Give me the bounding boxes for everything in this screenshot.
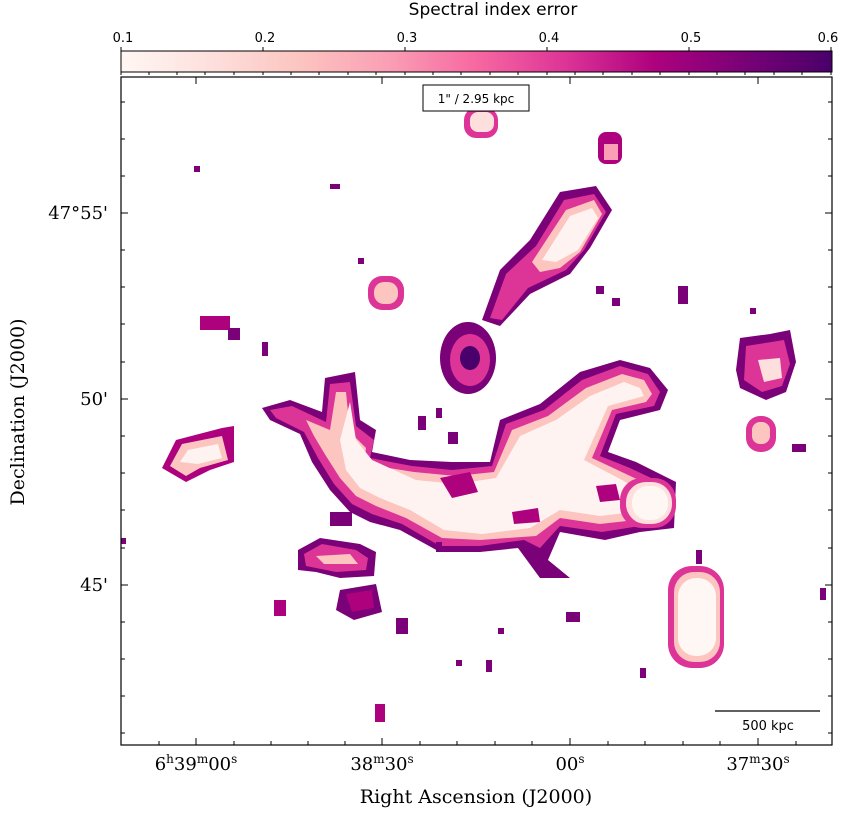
colorbar-tick-label: 0.5 xyxy=(681,31,702,46)
scale-bar-label: 500 kpc xyxy=(742,719,794,734)
x-tick-labels: 6h39m00s 38m30s 00s 37m30s xyxy=(155,752,790,775)
colorbar-ticks xyxy=(120,47,832,75)
colorbar-tick-label: 0.3 xyxy=(397,31,418,46)
colorbar-tick-label: 0.6 xyxy=(818,31,839,46)
y-tick-label: 50' xyxy=(80,389,108,410)
blob xyxy=(162,426,234,482)
blob xyxy=(298,538,376,578)
y-axis-label: Declination (J2000) xyxy=(7,318,29,505)
colorbar-tick-label: 0.1 xyxy=(113,31,134,46)
axis-minor-ticks xyxy=(121,101,832,745)
blob xyxy=(200,316,240,340)
ne-jet xyxy=(482,186,612,326)
x-tick-label: 00s xyxy=(555,752,584,775)
y-tick-label: 47°55' xyxy=(48,203,108,224)
blob xyxy=(598,132,622,164)
emission-map xyxy=(121,108,826,722)
colorbar-title: Spectral index error xyxy=(409,0,578,20)
blob xyxy=(668,566,724,668)
blob xyxy=(736,330,796,400)
plot-area xyxy=(121,77,832,745)
colorbar-tick-label: 0.4 xyxy=(539,31,560,46)
colorbar xyxy=(120,50,833,73)
dark-blob xyxy=(440,322,496,394)
beam-label-box xyxy=(422,84,530,112)
blob xyxy=(274,512,408,722)
blob xyxy=(620,478,676,528)
main-source xyxy=(262,360,676,578)
x-tick-label: 38m30s xyxy=(350,752,413,775)
x-tick-label: 37m30s xyxy=(726,752,789,775)
axis-ticks xyxy=(121,77,832,745)
blob xyxy=(746,416,776,452)
y-tick-label: 45' xyxy=(80,575,108,596)
colorbar-tick-labels: 0.1 0.2 0.3 0.4 0.5 0.6 xyxy=(113,31,839,46)
blob xyxy=(368,276,404,310)
x-axis-label: Right Ascension (J2000) xyxy=(360,786,592,808)
blob xyxy=(336,584,382,620)
scattered-pixels xyxy=(121,166,826,678)
blob xyxy=(464,108,498,138)
x-tick-label: 6h39m00s xyxy=(155,752,238,775)
plot-frame xyxy=(120,76,833,746)
y-tick-labels: 47°55' 50' 45' xyxy=(48,203,108,596)
beam-label: 1" / 2.95 kpc xyxy=(438,92,515,106)
colorbar-tick-label: 0.2 xyxy=(255,31,276,46)
